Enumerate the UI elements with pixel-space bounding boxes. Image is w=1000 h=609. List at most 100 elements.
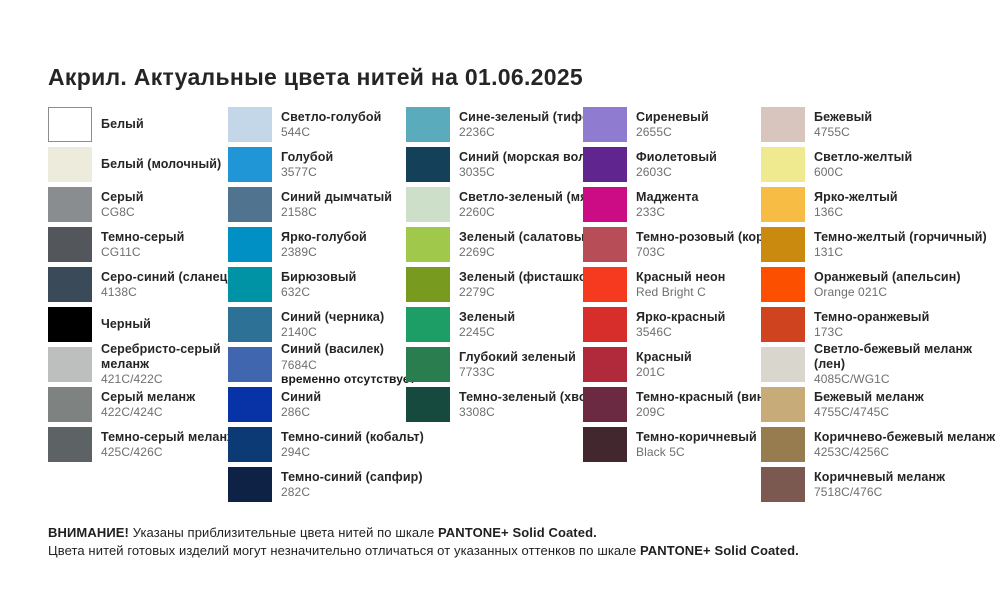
color-code: 4755C xyxy=(814,125,850,140)
color-labels: Белый xyxy=(101,117,221,132)
color-labels: Темно-желтый (горчичный) 131C xyxy=(814,230,987,260)
color-swatch xyxy=(761,227,805,262)
color-labels: Коричнево-бежевый меланж 4253C/4256C xyxy=(814,430,995,460)
color-name: Голубой xyxy=(281,149,334,164)
color-swatch xyxy=(48,227,92,262)
color-row: Темно-желтый (горчичный) 131C xyxy=(761,227,1000,262)
color-code: Black 5C xyxy=(636,445,685,460)
color-code: 3308C xyxy=(459,405,495,420)
color-labels: Темно-синий (кобальт) 294C xyxy=(281,430,424,460)
color-swatch xyxy=(761,427,805,462)
color-labels: Бежевый меланж 4755C/4745C xyxy=(814,390,934,420)
color-name: Темно-серый xyxy=(101,229,185,244)
color-swatch xyxy=(406,147,450,182)
color-row: Темно-серый CG11C xyxy=(48,227,236,262)
color-labels: Сиреневый 2655C xyxy=(636,110,756,140)
color-row: Синий (василек) 7684C временно отсутствует xyxy=(228,342,424,386)
color-swatch xyxy=(406,187,450,222)
color-column-1: Белый Белый (молочный) Серый CG8C Темно-серы… xyxy=(48,107,236,467)
color-swatch xyxy=(228,427,272,462)
color-swatch xyxy=(48,187,92,222)
color-row: Серый CG8C xyxy=(48,187,236,222)
color-name: Ярко-желтый xyxy=(814,189,898,204)
color-row: Маджента 233C xyxy=(583,187,795,222)
color-swatch xyxy=(761,267,805,302)
color-code: 3546C xyxy=(636,325,672,340)
color-swatch xyxy=(228,307,272,342)
color-swatch xyxy=(48,267,92,302)
color-swatch xyxy=(583,307,627,342)
color-row: Темно-серый меланж 425C/426C xyxy=(48,427,236,462)
color-row: Сиреневый 2655C xyxy=(583,107,795,142)
color-labels: Бирюзовый 632C xyxy=(281,270,401,300)
color-swatch xyxy=(406,107,450,142)
color-swatch xyxy=(583,227,627,262)
color-code: 421C/422C xyxy=(101,372,163,387)
color-swatch xyxy=(48,427,92,462)
color-code: 7518C/476C xyxy=(814,485,883,500)
color-labels: Бежевый 4755C xyxy=(814,110,934,140)
color-code: 233C xyxy=(636,205,666,220)
color-labels: Зеленый (салатовый) 2269C xyxy=(459,230,597,260)
color-labels: Зеленый 2245C xyxy=(459,310,579,340)
color-swatch xyxy=(406,387,450,422)
color-name: Белый xyxy=(101,117,144,132)
color-name: Коричневый меланж xyxy=(814,469,946,484)
color-swatch xyxy=(583,427,627,462)
color-swatch xyxy=(761,347,805,382)
color-row: Белый (молочный) xyxy=(48,147,236,182)
color-code: 600C xyxy=(814,165,844,180)
color-code: 282C xyxy=(281,485,311,500)
color-labels: Глубокий зеленый 7733C xyxy=(459,350,579,380)
color-name: Серый меланж xyxy=(101,389,196,404)
color-row: Черный xyxy=(48,307,236,342)
color-code: 703C xyxy=(636,245,666,260)
color-name: Зеленый xyxy=(459,309,516,324)
color-row: Светло-желтый 600C xyxy=(761,147,1000,182)
color-row: Светло-бежевый меланж (лен) 4085C/WG1C xyxy=(761,342,1000,386)
color-labels: Ярко-желтый 136C xyxy=(814,190,934,220)
footer-line-1: ВНИМАНИЕ! Указаны приблизительные цвета … xyxy=(48,525,597,540)
color-code: CG11C xyxy=(101,245,141,260)
color-labels: Темно-коричневый Black 5C xyxy=(636,430,757,460)
color-name: Серебристо-серый меланж xyxy=(101,342,221,371)
color-row: Ярко-желтый 136C xyxy=(761,187,1000,222)
color-row: Темно-синий (сапфир) 282C xyxy=(228,467,424,502)
color-labels: Темно-серый меланж 425C/426C xyxy=(101,430,236,460)
color-name: Оранжевый (апельсин) xyxy=(814,269,961,284)
color-code: 7733C xyxy=(459,365,495,380)
color-code: Red Bright C xyxy=(636,285,706,300)
color-swatch xyxy=(228,187,272,222)
color-swatch xyxy=(228,147,272,182)
color-name: Темно-синий (сапфир) xyxy=(281,469,423,484)
color-code: 2158C xyxy=(281,205,317,220)
color-swatch xyxy=(228,227,272,262)
color-name: Бежевый меланж xyxy=(814,389,924,404)
color-labels: Белый (молочный) xyxy=(101,157,221,172)
color-name: Сиреневый xyxy=(636,109,709,124)
footer-line-2: Цвета нитей готовых изделий могут незнач… xyxy=(48,542,799,558)
color-labels: Фиолетовый 2603C xyxy=(636,150,756,180)
color-labels: Ярко-голубой 2389C xyxy=(281,230,401,260)
color-row: Темно-оранжевый 173C xyxy=(761,307,1000,342)
color-name: Темно-синий (кобальт) xyxy=(281,429,424,444)
color-labels: Оранжевый (апельсин) Orange 021C xyxy=(814,270,961,300)
color-column-3: Сине-зеленый (тиффани) 2236C Синий (морска… xyxy=(406,107,625,427)
color-name: Зеленый (салатовый) xyxy=(459,229,597,244)
color-swatch xyxy=(761,467,805,502)
color-name: Синий (василек) xyxy=(281,342,385,357)
color-name: Синий (черника) xyxy=(281,309,385,324)
color-code: 2603C xyxy=(636,165,672,180)
color-code: 3577C xyxy=(281,165,317,180)
color-swatch xyxy=(583,187,627,222)
color-code: 209C xyxy=(636,405,666,420)
color-code: 2389C xyxy=(281,245,317,260)
color-row: Темно-синий (кобальт) 294C xyxy=(228,427,424,462)
color-labels: Серо-синий (сланец) 4138C xyxy=(101,270,232,300)
color-labels: Синий (черника) 2140C xyxy=(281,310,401,340)
color-code: 632C xyxy=(281,285,311,300)
color-name: Фиолетовый xyxy=(636,149,717,164)
color-swatch xyxy=(48,107,92,142)
color-code: 201C xyxy=(636,365,666,380)
